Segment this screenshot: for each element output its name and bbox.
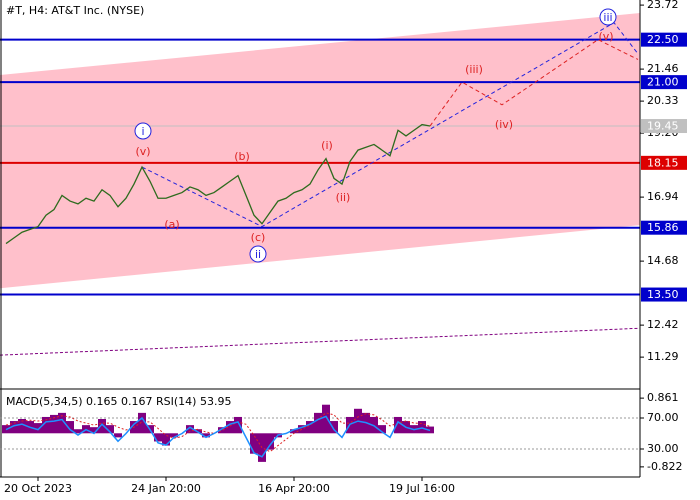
wave-label: ii <box>255 248 261 261</box>
level-box <box>641 287 687 302</box>
macd-bar <box>66 421 74 434</box>
macd-bar <box>90 427 98 434</box>
level-label: 13.50 <box>647 288 679 301</box>
wave-label: (v) <box>135 145 150 158</box>
wave-label: iii <box>603 11 612 24</box>
indicator-label: MACD(5,34,5) 0.165 0.167 RSI(14) 53.95 <box>6 395 231 408</box>
macd-bar <box>306 421 314 434</box>
macd-bar <box>290 429 298 434</box>
wave-label: (iv) <box>495 118 513 131</box>
macd-bar <box>170 433 178 438</box>
x-tick-label: 16 Apr 20:00 <box>258 482 330 495</box>
macd-bar <box>154 433 162 442</box>
macd-bar <box>314 412 322 434</box>
macd-bar <box>50 414 58 434</box>
level-box <box>641 32 687 47</box>
wave-path <box>141 22 639 228</box>
macd-bar <box>10 421 18 434</box>
wave-label: (ii) <box>336 191 351 204</box>
x-tick-label: 20 Oct 2023 <box>4 482 72 495</box>
macd-bar <box>18 419 26 434</box>
macd-bar <box>74 429 82 434</box>
level-box <box>641 220 687 235</box>
lower-trend <box>0 327 641 356</box>
macd-bar <box>234 416 242 434</box>
macd-bar <box>98 419 106 434</box>
macd-tick-label: -0.822 <box>647 460 682 473</box>
level-label: 15.86 <box>647 221 679 234</box>
macd-bar <box>322 404 330 434</box>
level-box <box>641 75 687 90</box>
y-tick-label: 11.29 <box>647 350 679 363</box>
macd-bar <box>114 433 122 438</box>
wave-label: (v) <box>598 30 613 43</box>
macd-bar <box>138 412 146 434</box>
macd-bar <box>202 433 210 438</box>
level-label: 21.00 <box>647 76 679 89</box>
level-box <box>641 119 687 134</box>
macd-bar <box>34 423 42 434</box>
wave-circle <box>599 8 617 26</box>
macd-bar <box>266 433 274 450</box>
y-tick-label: 23.72 <box>647 0 679 11</box>
macd-bar <box>394 416 402 434</box>
wave-label: (i) <box>321 139 333 152</box>
wave-label: (c) <box>251 231 266 244</box>
wave-label: i <box>141 125 144 138</box>
macd-bar <box>186 425 194 434</box>
rsi-tick-label: 30.00 <box>647 442 679 455</box>
signal-line <box>5 412 431 453</box>
rsi-tick-label: 70.00 <box>647 411 679 424</box>
wave-label: (b) <box>234 150 250 163</box>
y-tick-label: 12.42 <box>647 318 679 331</box>
rsi-line <box>5 415 431 458</box>
y-tick-label: 20.33 <box>647 94 679 107</box>
macd-bar <box>58 412 66 434</box>
macd-bar <box>42 416 50 434</box>
macd-bar <box>250 433 258 454</box>
macd-bar <box>106 425 114 434</box>
level-label: 18.15 <box>647 156 679 169</box>
wave-label: (iii) <box>465 63 483 76</box>
chart-title: #T, H4: AT&T Inc. (NYSE) <box>6 4 144 17</box>
wave-path <box>429 39 639 127</box>
macd-tick-label: 0.861 <box>647 391 679 404</box>
level-box <box>641 155 687 170</box>
level-label: 19.45 <box>647 120 679 133</box>
macd-bar <box>298 425 306 434</box>
macd-bar <box>378 425 386 434</box>
level-label: 22.50 <box>647 33 679 46</box>
macd-bar <box>226 421 234 434</box>
x-tick-label: 24 Jan 20:00 <box>131 482 201 495</box>
y-tick-label: 14.68 <box>647 254 679 267</box>
price-line <box>5 123 431 245</box>
macd-bar <box>418 421 426 434</box>
macd-bar <box>330 421 338 434</box>
y-tick-label: 21.46 <box>647 62 679 75</box>
wave-circle <box>134 122 152 140</box>
macd-bar <box>162 433 170 446</box>
wave-circle <box>249 245 267 263</box>
x-tick-label: 19 Jul 16:00 <box>389 482 455 495</box>
macd-bar <box>218 427 226 434</box>
y-tick-label: 16.94 <box>647 190 679 203</box>
wave-label: (a) <box>164 218 179 231</box>
